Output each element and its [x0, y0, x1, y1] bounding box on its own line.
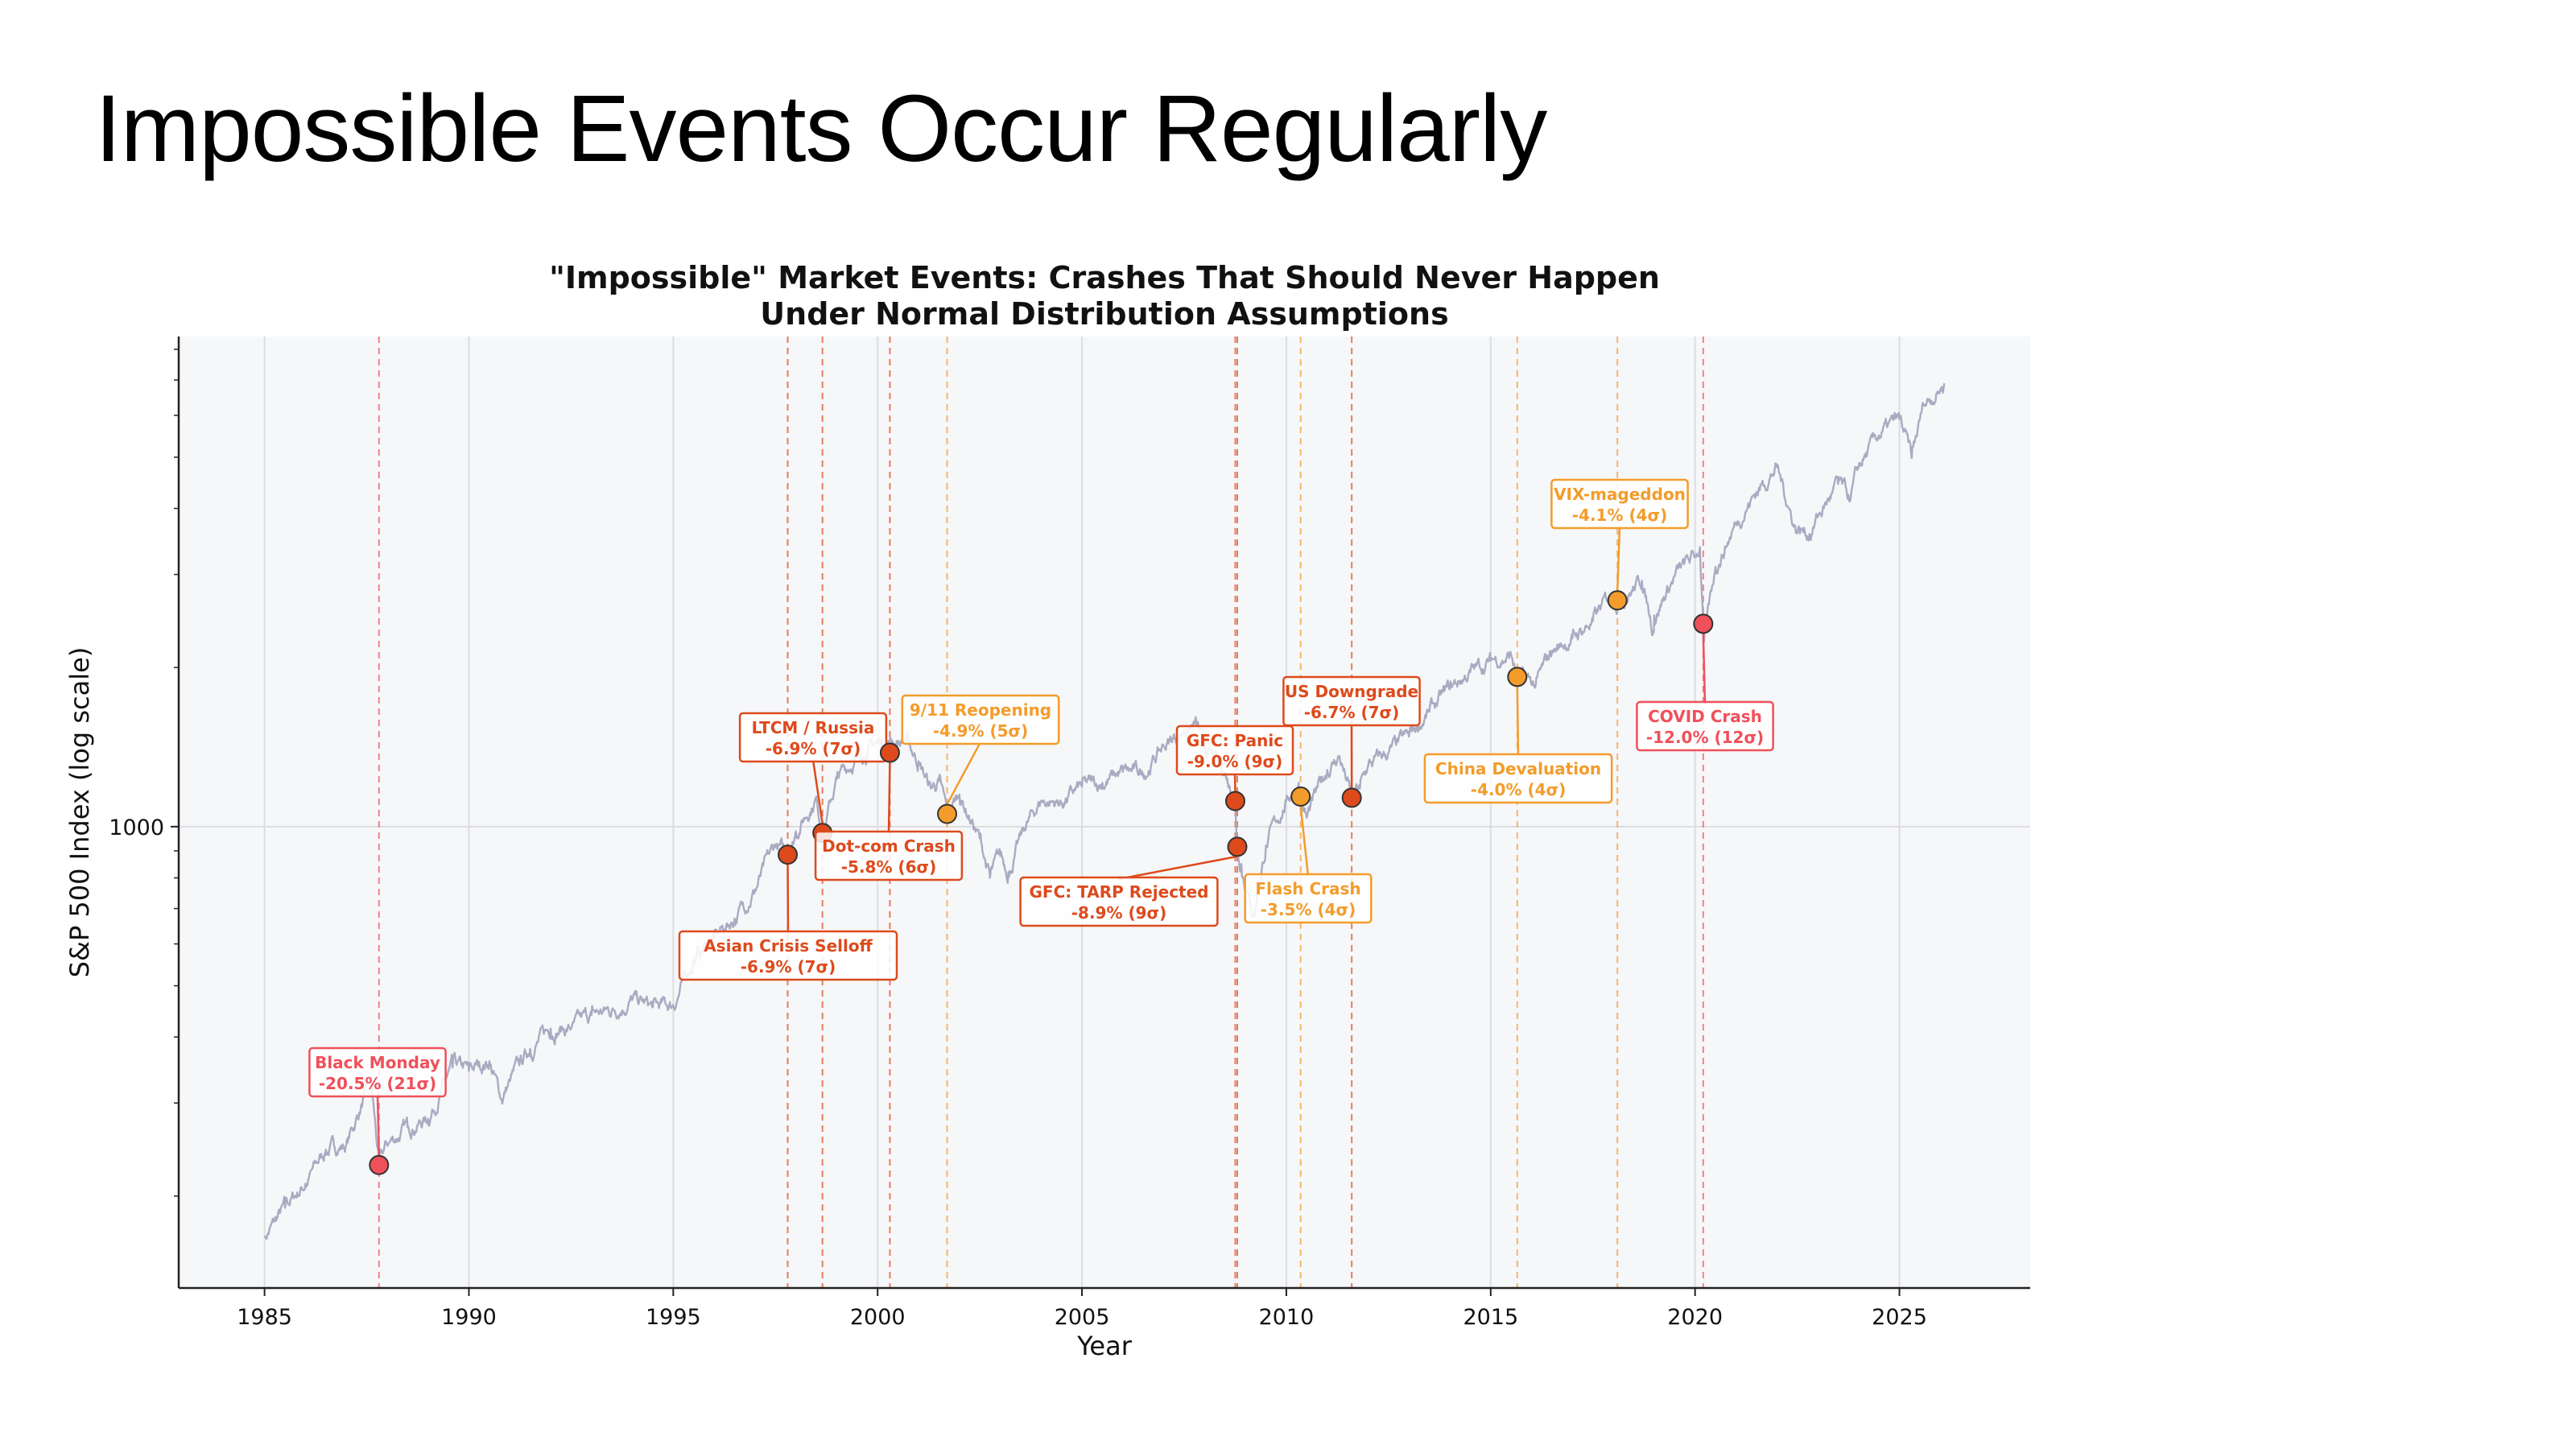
event-annotation: 9/11 Reopening-4.9% (5σ)	[901, 694, 1060, 824]
event-label-change: -12.0% (12σ)	[1646, 728, 1764, 747]
event-label-change: -4.0% (4σ)	[1471, 780, 1567, 799]
event-label-box	[1175, 724, 1294, 776]
event-label-change: -4.9% (5σ)	[933, 721, 1029, 741]
event-label-box	[738, 712, 888, 763]
event-label-box	[1282, 675, 1421, 727]
event-markers: Black Monday -20.5% (21σ) Asian Crisis Sel…	[308, 478, 1774, 1175]
grid	[179, 336, 2030, 1288]
annotation-arrow	[376, 1094, 381, 1156]
event-label-name: GFC: TARP Rejected	[1030, 882, 1209, 902]
x-tick-label: 2025	[1872, 1305, 1927, 1330]
event-label-change: -4.1% (4σ)	[1572, 506, 1668, 525]
annotation-arrow	[1299, 806, 1310, 877]
event-label-name: VIX-mageddon	[1554, 485, 1686, 504]
event-label-change: -6.9% (7σ)	[766, 739, 861, 758]
event-label-box	[308, 1046, 447, 1098]
event-label-change: -6.7% (7σ)	[1304, 703, 1400, 722]
event-label-change: -8.9% (9σ)	[1071, 903, 1167, 923]
event-annotation: VIX-mageddon -4.1% (4σ)	[1550, 478, 1689, 611]
event-label-box	[1019, 876, 1219, 927]
event-annotation: China Devaluation -4.0% (4σ)	[1423, 667, 1613, 804]
event-label-box	[1636, 700, 1774, 752]
event-label-change: -9.0% (9σ)	[1187, 752, 1283, 771]
event-label-name: GFC: Panic	[1187, 731, 1283, 750]
event-marker[interactable]	[369, 1154, 390, 1175]
event-marker[interactable]	[1341, 787, 1362, 808]
event-marker[interactable]	[1607, 590, 1628, 611]
slide-title: Impossible Events Occur Regularly	[95, 76, 1547, 182]
event-marker[interactable]	[1507, 667, 1528, 687]
event-label-name: US Downgrade	[1285, 682, 1418, 701]
event-label-change: -6.9% (7σ)	[741, 957, 836, 976]
sp500-line	[263, 382, 1946, 1241]
event-marker[interactable]	[1227, 836, 1248, 857]
event-marker[interactable]	[1224, 791, 1245, 811]
annotation-arrow	[1516, 686, 1520, 757]
event-label-name: Dot-com Crash	[822, 836, 956, 856]
event-label-name: Black Monday	[315, 1053, 440, 1072]
event-annotation: Asian Crisis Selloff-6.9% (7σ)	[678, 844, 898, 981]
x-tick-label: 2000	[850, 1305, 906, 1330]
event-label-name: Flash Crash	[1255, 879, 1360, 898]
x-tick-label: 2005	[1055, 1305, 1110, 1330]
y-tick-label: 1000	[109, 815, 164, 840]
event-label-box	[814, 830, 964, 881]
y-axis-label: S&P 500 Index (log scale)	[64, 647, 95, 978]
event-label-box	[1550, 478, 1689, 530]
chart-title-line-1: "Impossible" Market Events: Crashes That…	[549, 260, 1660, 295]
event-marker[interactable]	[937, 803, 958, 824]
event-marker[interactable]	[1290, 786, 1311, 807]
chart-title-line-2: Under Normal Distribution Assumptions	[760, 296, 1448, 332]
event-annotation: LTCM / Russia -6.9% (7σ)	[738, 712, 888, 844]
event-label-name: China Devaluation	[1435, 759, 1601, 778]
event-annotation: Black Monday -20.5% (21σ)	[308, 1046, 447, 1175]
annotation-arrow	[811, 759, 824, 824]
x-axis-label: Year	[1076, 1331, 1133, 1361]
event-label-box	[1423, 753, 1613, 804]
x-tick-label: 1995	[646, 1305, 701, 1330]
annotation-arrow	[1616, 526, 1621, 591]
event-label-change: -5.8% (6σ)	[841, 857, 937, 877]
event-annotation: COVID Crash -12.0% (12σ)	[1636, 613, 1774, 752]
x-tick-label: 2010	[1259, 1305, 1315, 1330]
annotation-arrow	[946, 741, 982, 805]
plot-area	[179, 336, 2030, 1288]
event-marker[interactable]	[879, 742, 900, 763]
event-annotation: GFC: Panic -9.0% (9σ)	[1175, 724, 1294, 811]
event-marker[interactable]	[778, 844, 799, 865]
event-label-box	[901, 694, 1060, 745]
event-label-box	[678, 930, 898, 981]
event-label-change: -3.5% (4σ)	[1261, 900, 1356, 919]
event-annotation: US Downgrade -6.7% (7σ)	[1282, 675, 1421, 808]
axis-ticks: 1985 1990 1995 2000 2005 2010 2015 2020 2025 1000	[109, 349, 1927, 1330]
x-tick-label: 2015	[1463, 1305, 1518, 1330]
event-label-name: COVID Crash	[1648, 707, 1762, 726]
event-label-box	[1244, 873, 1373, 924]
event-label-name: Asian Crisis Selloff	[704, 936, 873, 956]
annotation-arrow	[1702, 633, 1707, 704]
event-annotation: Dot-com Crash-5.8% (6σ)	[814, 742, 964, 881]
event-label-change: -20.5% (21σ)	[319, 1074, 436, 1093]
event-label-name: 9/11 Reopening	[910, 700, 1051, 720]
x-tick-label: 1985	[237, 1305, 292, 1330]
annotation-arrow	[887, 762, 891, 834]
x-tick-label: 2020	[1667, 1305, 1723, 1330]
event-annotation: Flash Crash -3.5% (4σ)	[1244, 786, 1373, 924]
annotation-arrow	[1118, 855, 1238, 881]
event-annotation: GFC: TARP Rejected-8.9% (9σ)	[1019, 836, 1248, 927]
event-label-name: LTCM / Russia	[752, 718, 875, 737]
x-tick-label: 1990	[441, 1305, 497, 1330]
event-marker[interactable]	[1693, 613, 1714, 634]
